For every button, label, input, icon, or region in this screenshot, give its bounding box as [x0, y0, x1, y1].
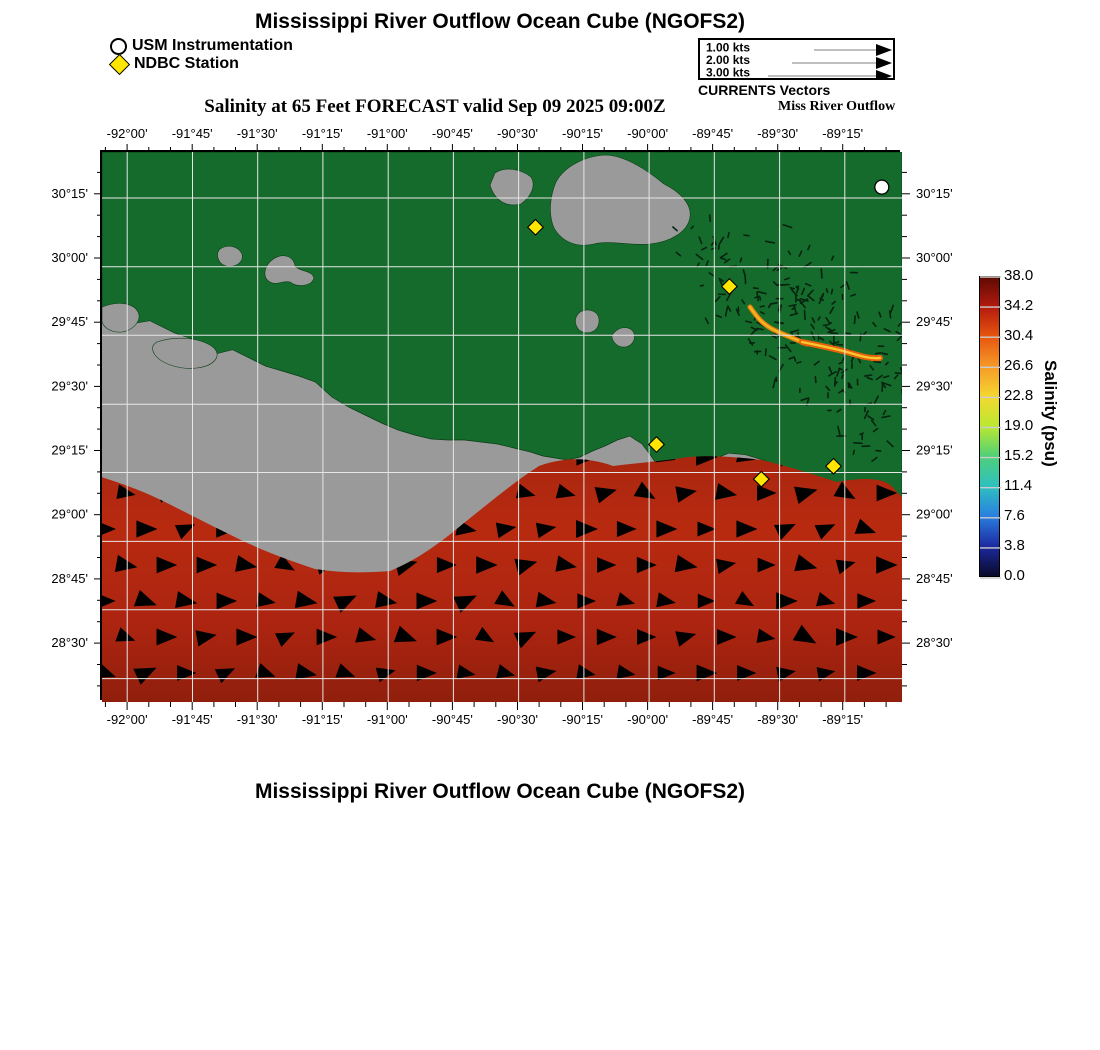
svg-text:-91°15': -91°15': [302, 712, 343, 727]
svg-text:-89°45': -89°45': [692, 712, 733, 727]
svg-text:19.0: 19.0: [1004, 417, 1033, 434]
svg-text:-89°30': -89°30': [757, 126, 798, 141]
svg-text:-91°30': -91°30': [237, 126, 278, 141]
svg-text:7.6: 7.6: [1004, 507, 1025, 524]
svg-text:0.0: 0.0: [1004, 567, 1025, 584]
svg-text:-90°00': -90°00': [627, 712, 668, 727]
svg-text:30°00': 30°00': [916, 250, 953, 265]
svg-text:-91°00': -91°00': [367, 712, 408, 727]
svg-text:28°30': 28°30': [916, 635, 953, 650]
svg-text:11.4: 11.4: [1004, 477, 1032, 494]
svg-text:-90°30': -90°30': [497, 126, 538, 141]
svg-text:30°00': 30°00': [51, 250, 88, 265]
svg-text:28°30': 28°30': [51, 635, 88, 650]
svg-text:3.00 kts: 3.00 kts: [706, 66, 750, 80]
svg-text:38.0: 38.0: [1004, 267, 1033, 284]
svg-text:-90°15': -90°15': [562, 712, 603, 727]
svg-text:28°45': 28°45': [916, 571, 953, 586]
svg-text:26.6: 26.6: [1004, 357, 1033, 374]
svg-text:29°30': 29°30': [916, 378, 953, 393]
svg-text:-90°45': -90°45': [432, 126, 473, 141]
svg-text:29°45': 29°45': [916, 314, 953, 329]
svg-text:-91°45': -91°45': [172, 126, 213, 141]
svg-text:29°15': 29°15': [916, 443, 953, 458]
svg-text:34.2: 34.2: [1004, 297, 1033, 314]
svg-text:29°30': 29°30': [51, 378, 88, 393]
svg-text:-92°00': -92°00': [107, 712, 148, 727]
svg-text:30°15': 30°15': [916, 186, 953, 201]
svg-text:29°00': 29°00': [51, 507, 88, 522]
svg-text:22.8: 22.8: [1004, 387, 1033, 404]
svg-text:-91°15': -91°15': [302, 126, 343, 141]
svg-text:-90°15': -90°15': [562, 126, 603, 141]
svg-text:-92°00': -92°00': [107, 126, 148, 141]
svg-text:15.2: 15.2: [1004, 447, 1033, 464]
svg-text:-89°15': -89°15': [822, 712, 863, 727]
svg-text:-89°45': -89°45': [692, 126, 733, 141]
svg-text:-90°45': -90°45': [432, 712, 473, 727]
svg-text:29°00': 29°00': [916, 507, 953, 522]
svg-text:-91°45': -91°45': [172, 712, 213, 727]
svg-text:-90°30': -90°30': [497, 712, 538, 727]
svg-text:-90°00': -90°00': [627, 126, 668, 141]
svg-text:30.4: 30.4: [1004, 327, 1033, 344]
svg-text:-91°00': -91°00': [367, 126, 408, 141]
svg-text:30°15': 30°15': [51, 186, 88, 201]
svg-text:28°45': 28°45': [51, 571, 88, 586]
svg-text:-89°30': -89°30': [757, 712, 798, 727]
svg-text:29°15': 29°15': [51, 443, 88, 458]
svg-text:29°45': 29°45': [51, 314, 88, 329]
svg-text:-91°30': -91°30': [237, 712, 278, 727]
svg-text:-89°15': -89°15': [822, 126, 863, 141]
svg-text:3.8: 3.8: [1004, 537, 1025, 554]
